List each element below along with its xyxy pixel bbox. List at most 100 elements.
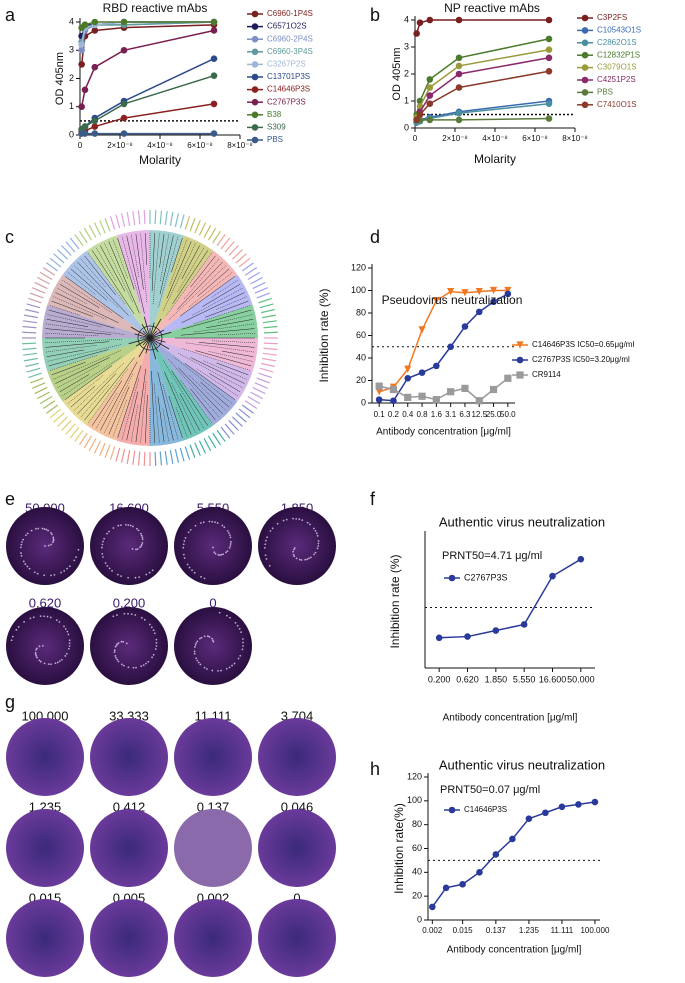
plaque — [56, 661, 59, 664]
x-tick-label: 6.3 — [459, 410, 471, 419]
plaque — [239, 654, 242, 657]
plaque — [264, 543, 267, 546]
marker — [581, 76, 589, 84]
x-axis-label: Antibody concentration [μg/ml] — [376, 427, 511, 438]
leaf-label — [46, 262, 59, 272]
y-tick-label: 120 — [351, 262, 366, 272]
marker — [120, 100, 128, 108]
marker — [404, 393, 412, 401]
plaque — [242, 641, 244, 644]
plaque — [316, 534, 319, 537]
leaf-label — [263, 331, 278, 334]
plaque — [38, 645, 41, 648]
legend-label: S309 — [267, 123, 286, 132]
plaque — [212, 546, 214, 549]
plaque — [138, 576, 141, 579]
plaque — [236, 624, 239, 627]
plaque — [58, 660, 61, 663]
plaque — [39, 615, 42, 617]
branch — [193, 323, 255, 333]
marker — [251, 61, 259, 68]
y-tick-label: 20 — [356, 375, 366, 385]
branch — [151, 233, 155, 292]
leaf-label — [154, 451, 157, 466]
legend-label: CR9114 — [532, 370, 561, 379]
marker — [455, 109, 463, 117]
leaf-label — [262, 357, 277, 362]
branch — [121, 378, 140, 440]
branch — [70, 268, 108, 301]
plaque — [135, 548, 137, 551]
marker — [210, 55, 218, 63]
leaf-label — [120, 213, 126, 227]
clade-wedge — [150, 338, 214, 441]
plaque — [316, 547, 319, 550]
leaf-label — [258, 297, 272, 304]
leaf-label — [203, 438, 212, 452]
clade-wedge — [150, 230, 184, 338]
branch — [53, 296, 106, 320]
plaque — [120, 663, 123, 666]
plaque — [197, 661, 200, 664]
legend-label: C6960-1P4S — [267, 9, 313, 18]
marker — [447, 388, 455, 396]
clade-wedge — [150, 338, 258, 372]
plaque — [75, 556, 78, 558]
plaque — [193, 571, 196, 574]
leaf-label — [238, 408, 251, 419]
marker — [447, 288, 455, 296]
branch — [178, 367, 223, 415]
plaque — [268, 564, 271, 567]
plaque — [116, 614, 118, 616]
plaque — [148, 623, 151, 626]
leaf-label — [69, 426, 80, 439]
clade-wedge — [150, 338, 238, 426]
branch — [180, 379, 212, 424]
plaque — [198, 637, 201, 640]
branch — [202, 283, 241, 307]
marker — [251, 111, 259, 119]
branch — [142, 337, 151, 346]
plaque — [119, 524, 122, 527]
panel-label: d — [370, 227, 380, 247]
plaque — [24, 563, 27, 565]
branch — [104, 373, 133, 433]
branch — [209, 373, 241, 393]
panel-label: a — [5, 5, 16, 25]
x-tick-label: 0.1 — [374, 410, 386, 419]
leaf-label — [263, 347, 278, 351]
plaque — [194, 644, 197, 646]
plaque — [148, 571, 151, 574]
x-tick-label: 0.015 — [453, 926, 474, 935]
marker — [404, 374, 412, 382]
plaque — [141, 538, 144, 541]
leaf-label — [252, 281, 266, 290]
plaque — [282, 519, 285, 522]
marker — [81, 123, 89, 130]
leaf-label — [36, 276, 50, 285]
branch — [84, 255, 116, 296]
plaque — [143, 618, 146, 621]
panel-label: h — [370, 759, 380, 779]
branch — [53, 350, 121, 380]
series-line — [81, 58, 215, 130]
leaf-label — [241, 404, 254, 414]
plaque — [186, 563, 189, 566]
x-tick-label: 6×10⁻⁸ — [522, 134, 548, 143]
plaque — [114, 655, 117, 657]
plaque — [104, 562, 107, 564]
plaque — [216, 522, 219, 524]
plaque — [120, 575, 122, 578]
marker — [545, 54, 553, 62]
series-line — [416, 70, 550, 121]
plaque — [292, 553, 295, 556]
leaf-label — [25, 362, 39, 368]
chart-title: NP reactive mAbs — [444, 1, 540, 15]
leaf-label — [184, 446, 191, 460]
leaf-label — [198, 440, 207, 454]
clade-wedge — [150, 274, 253, 338]
plaque — [231, 664, 233, 667]
leaf-label — [74, 234, 84, 247]
marker — [413, 116, 420, 124]
leaf-label — [254, 382, 268, 389]
